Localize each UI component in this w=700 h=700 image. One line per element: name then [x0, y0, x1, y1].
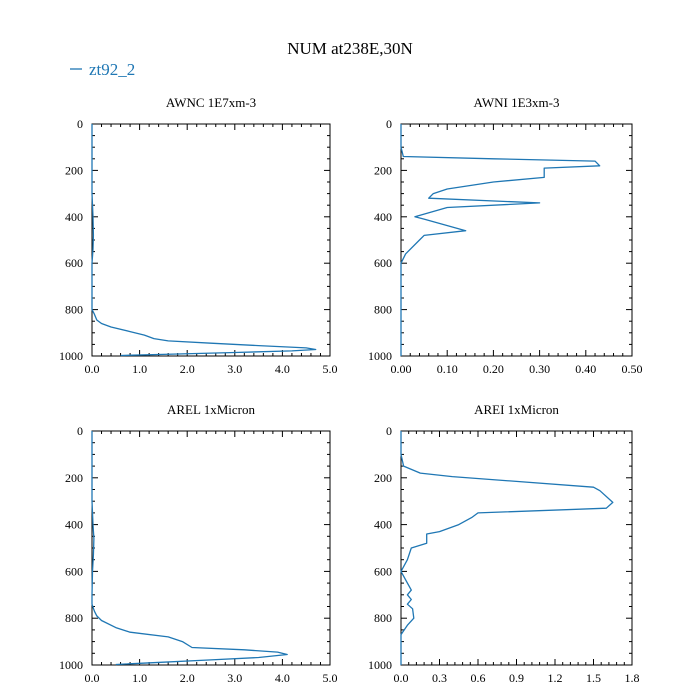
y-tick-label: 0: [386, 117, 392, 131]
y-tick-label: 200: [374, 471, 392, 485]
x-tick-label: 1.5: [586, 671, 601, 685]
x-tick-label: 2.0: [180, 362, 195, 376]
figure-title: NUM at238E,30N: [287, 39, 413, 58]
y-tick-label: 400: [374, 518, 392, 532]
legend-label: zt92_2: [89, 60, 135, 79]
x-tick-label: 0.6: [471, 671, 486, 685]
y-tick-label: 200: [65, 163, 83, 177]
series-line-zt92_2: [400, 431, 614, 665]
chart-title: AWNC 1E7xm-3: [166, 95, 256, 110]
y-tick-label: 400: [65, 518, 83, 532]
y-tick-label: 600: [374, 564, 392, 578]
x-tick-label: 0.00: [391, 362, 412, 376]
y-tick-label: 800: [374, 611, 392, 625]
x-tick-label: 1.2: [548, 671, 563, 685]
series-line-zt92_2: [91, 124, 317, 357]
plot-frame: [91, 123, 331, 357]
y-tick-label: 1000: [368, 349, 392, 363]
legend: zt92_2: [70, 60, 135, 79]
y-tick-label: 400: [65, 210, 83, 224]
y-tick-label: 400: [374, 210, 392, 224]
x-tick-label: 2.0: [180, 671, 195, 685]
x-tick-label: 0.50: [622, 362, 643, 376]
x-tick-label: 4.0: [275, 671, 290, 685]
y-tick-label: 200: [374, 163, 392, 177]
series-line-zt92_2: [400, 124, 601, 356]
y-tick-label: 1000: [59, 658, 83, 672]
x-tick-label: 0.40: [575, 362, 596, 376]
x-tick-label: 4.0: [275, 362, 290, 376]
y-tick-label: 1000: [59, 349, 83, 363]
chart-title: AWNI 1E3xm-3: [474, 95, 560, 110]
x-tick-label: 0.3: [432, 671, 447, 685]
y-tick-label: 1000: [368, 658, 392, 672]
y-tick-label: 800: [374, 303, 392, 317]
y-tick-label: 600: [65, 256, 83, 270]
y-tick-label: 800: [65, 611, 83, 625]
x-tick-label: 5.0: [323, 671, 338, 685]
x-tick-label: 0.30: [529, 362, 550, 376]
series-line-zt92_2: [91, 431, 288, 666]
x-tick-label: 0.9: [509, 671, 524, 685]
x-tick-label: 1.0: [132, 671, 147, 685]
x-tick-label: 3.0: [227, 362, 242, 376]
plot-frame: [91, 430, 331, 666]
x-tick-label: 1.0: [132, 362, 147, 376]
x-tick-label: 1.8: [625, 671, 640, 685]
y-tick-label: 800: [65, 303, 83, 317]
x-tick-label: 3.0: [227, 671, 242, 685]
y-tick-label: 600: [374, 256, 392, 270]
y-tick-label: 0: [386, 424, 392, 438]
plot-frame: [400, 430, 633, 666]
x-tick-label: 0.10: [437, 362, 458, 376]
x-tick-label: 0.20: [483, 362, 504, 376]
x-tick-label: 5.0: [323, 362, 338, 376]
x-tick-label: 0.0: [394, 671, 409, 685]
y-tick-label: 200: [65, 471, 83, 485]
chart-title: AREI 1xMicron: [474, 402, 559, 417]
y-tick-label: 600: [65, 564, 83, 578]
y-tick-label: 0: [77, 424, 83, 438]
x-tick-label: 0.0: [85, 362, 100, 376]
x-tick-label: 0.0: [85, 671, 100, 685]
y-tick-label: 0: [77, 117, 83, 131]
chart-title: AREL 1xMicron: [167, 402, 255, 417]
